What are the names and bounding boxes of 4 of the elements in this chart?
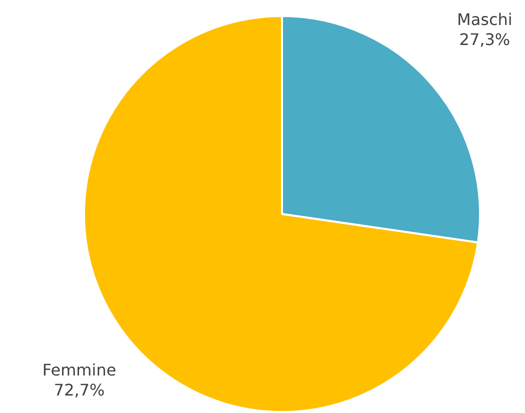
data-label: 72,7% [54,380,105,400]
slice-label: Maschi [457,10,512,29]
data-label: 27,3% [459,30,510,49]
slice-label: Femmine [42,360,116,380]
